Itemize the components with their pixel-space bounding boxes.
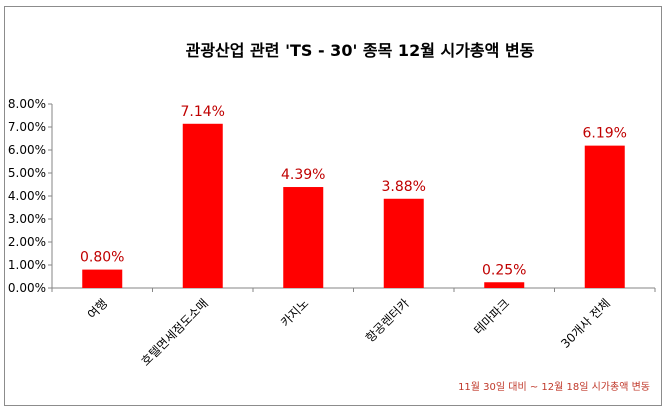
y-tick-label: 6.00%	[8, 143, 46, 157]
bar	[584, 145, 625, 288]
y-tick-label: 4.00%	[8, 189, 46, 203]
x-tick-label: 테마파크	[471, 296, 512, 337]
y-tick-label: 1.00%	[8, 258, 46, 272]
bar	[283, 187, 324, 288]
data-label: 0.80%	[80, 250, 124, 266]
x-tick-label: 여행	[84, 296, 110, 322]
data-label: 6.19%	[583, 126, 627, 142]
bar	[383, 198, 424, 288]
bar	[182, 123, 223, 288]
data-label: 0.25%	[482, 262, 526, 278]
data-label: 4.39%	[281, 167, 325, 183]
y-tick-label: 0.00%	[8, 281, 46, 295]
data-label: 7.14%	[181, 104, 225, 120]
x-tick-label: 카지노	[278, 296, 311, 329]
x-tick-label: 30개사 전체	[558, 296, 613, 351]
y-tick-label: 2.00%	[8, 235, 46, 249]
chart-frame	[4, 6, 662, 406]
y-tick-label: 5.00%	[8, 166, 46, 180]
bar	[484, 282, 525, 288]
bar	[82, 269, 123, 288]
chart-note: 11월 30일 대비 ~ 12월 18일 시가총액 변동	[458, 381, 650, 393]
x-tick-label: 호텔면세점도소매	[139, 296, 211, 368]
y-tick-label: 3.00%	[8, 212, 46, 226]
y-tick-label: 8.00%	[8, 97, 46, 111]
chart-title: 관광산업 관련 'TS - 30' 종목 12월 시가총액 변동	[186, 41, 535, 60]
x-tick-label: 항공렌터카	[363, 296, 412, 345]
y-tick-label: 7.00%	[8, 120, 46, 134]
data-label: 3.88%	[382, 179, 426, 195]
